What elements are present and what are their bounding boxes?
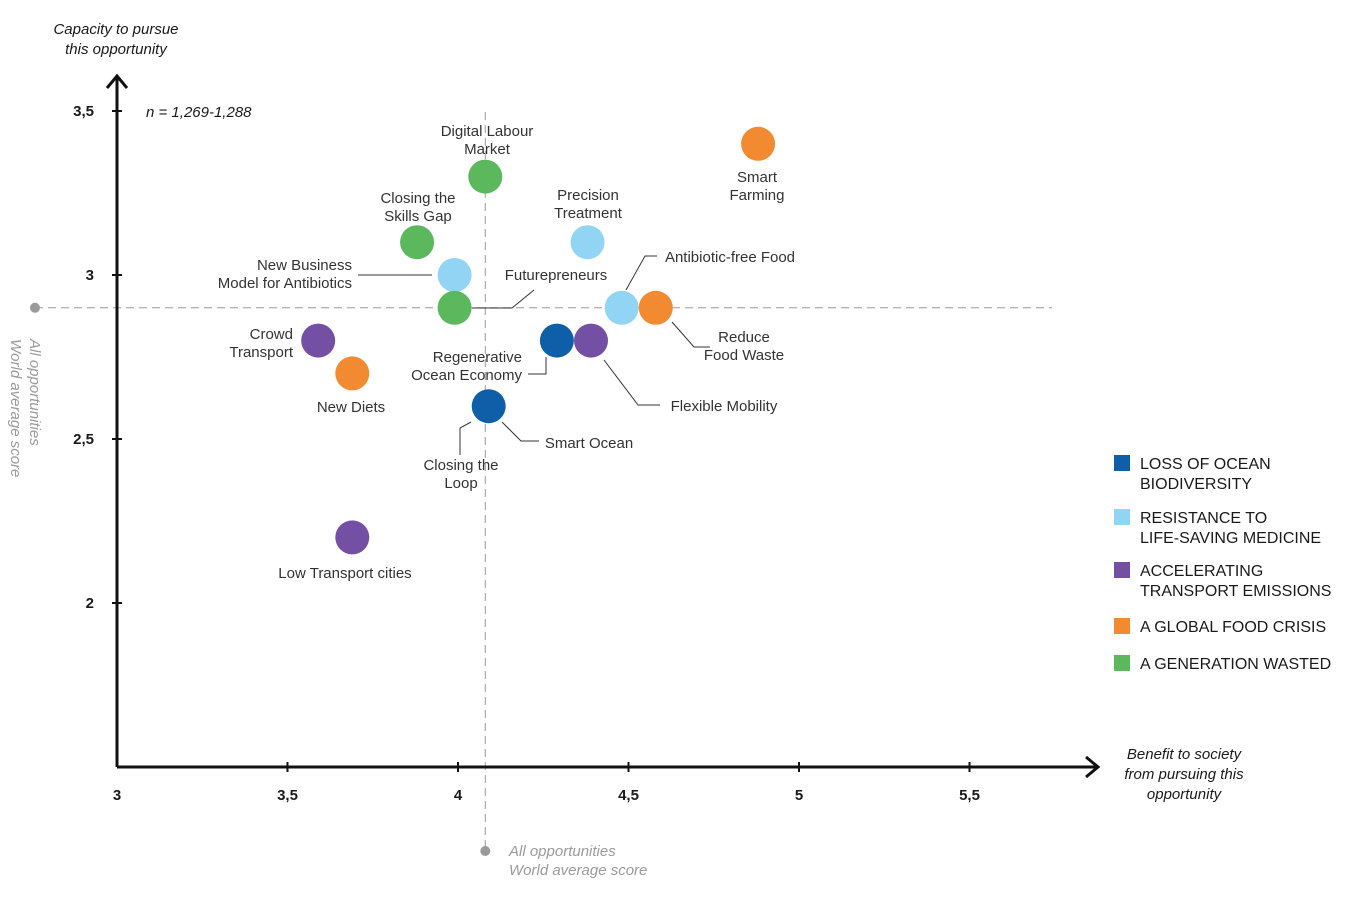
label-new-diets: New Diets xyxy=(317,399,385,416)
legend-label-ocean: LOSS OF OCEAN xyxy=(1140,456,1271,473)
label-regenerative-ocean-economy: Ocean Economy xyxy=(411,367,522,384)
x-axis-title: Benefit to society xyxy=(1127,746,1243,763)
legend-label-medicine: LIFE-SAVING MEDICINE xyxy=(1140,530,1321,547)
leader-smart-ocean xyxy=(501,421,539,442)
world-average-y-label-line: All opportunities xyxy=(26,338,43,446)
x-tick-label: 4,5 xyxy=(618,787,639,804)
legend-swatch-ocean xyxy=(1114,455,1130,471)
label-digital-labour-market: Market xyxy=(464,141,511,158)
label-antibiotic-free-food: Antibiotic-free Food xyxy=(665,249,795,266)
world-average-x-label: All opportunities xyxy=(508,843,616,860)
y-axis-title: Capacity to pursue xyxy=(53,21,178,38)
x-tick-label: 3,5 xyxy=(277,787,298,804)
point-digital-labour-market xyxy=(468,159,503,194)
point-antibiotic-free-food xyxy=(604,290,639,325)
legend: LOSS OF OCEAN BIODIVERSITY RESISTANCE TO LI… xyxy=(1114,455,1331,673)
legend-swatch-food xyxy=(1114,618,1130,634)
legend-swatch-generation xyxy=(1114,655,1130,671)
leader-reduce-food-waste xyxy=(671,321,710,348)
y-tick-label: 3 xyxy=(86,267,94,284)
leader-antibiotic-free-food xyxy=(625,255,657,291)
label-closing-the-skills-gap: Closing the xyxy=(380,190,455,207)
legend-label-medicine: RESISTANCE TO xyxy=(1140,510,1267,527)
legend-label-generation: A GENERATION WASTED xyxy=(1140,656,1331,673)
label-smart-farming: Farming xyxy=(729,187,784,204)
legend-label-transport: TRANSPORT EMISSIONS xyxy=(1140,583,1331,600)
axis-ticks: 3 3,5 4 4,5 5 5,5 2 2,5 3 3,5 xyxy=(73,103,980,804)
x-tick-label: 5,5 xyxy=(959,787,980,804)
label-low-transport-cities: Low Transport cities xyxy=(278,565,411,582)
leader-futurepreneurs xyxy=(472,289,535,309)
point-reduce-food-waste xyxy=(638,290,673,325)
x-axis-title: from pursuing this xyxy=(1124,766,1244,783)
legend-swatch-medicine xyxy=(1114,509,1130,525)
world-average-x-marker xyxy=(480,846,491,856)
legend-label-food: A GLOBAL FOOD CRISIS xyxy=(1140,619,1326,636)
y-axis-arrow xyxy=(105,73,129,89)
label-smart-ocean: Smart Ocean xyxy=(545,435,633,452)
y-tick-label: 3,5 xyxy=(73,103,94,120)
y-axis-title: this opportunity xyxy=(65,41,168,58)
legend-label-transport: ACCELERATING xyxy=(1140,563,1263,580)
world-average-y-marker xyxy=(30,302,40,313)
leader-closing-the-loop xyxy=(459,421,472,455)
point-closing-the-skills-gap xyxy=(400,225,435,260)
point-precision-treatment xyxy=(570,225,605,260)
label-new-business-model-for-antibiotics: New Business xyxy=(257,257,352,274)
world-average-y-label-line: World average score xyxy=(7,339,24,477)
legend-swatch-transport xyxy=(1114,562,1130,578)
data-points xyxy=(301,126,776,555)
label-smart-farming: Smart xyxy=(737,169,778,186)
sample-size-note: n = 1,269-1,288 xyxy=(146,104,252,121)
label-flexible-mobility: Flexible Mobility xyxy=(671,398,778,415)
point-new-diets xyxy=(335,356,370,391)
label-leader-lines xyxy=(358,255,710,455)
axes xyxy=(105,73,1101,779)
world-average-x-label: World average score xyxy=(509,862,647,879)
label-new-business-model-for-antibiotics: Model for Antibiotics xyxy=(218,275,352,292)
label-precision-treatment: Precision xyxy=(557,187,619,204)
label-crowd-transport: Crowd xyxy=(250,326,293,343)
label-crowd-transport: Transport xyxy=(229,344,293,361)
point-flexible-mobility xyxy=(573,323,608,358)
y-tick-label: 2 xyxy=(86,595,94,612)
point-futurepreneurs xyxy=(437,290,472,325)
label-reduce-food-waste: Food Waste xyxy=(704,347,784,364)
point-regenerative-ocean-economy xyxy=(539,323,574,358)
label-closing-the-loop: Closing the xyxy=(423,457,498,474)
legend-label-ocean: BIODIVERSITY xyxy=(1140,476,1252,493)
point-new-business-model-for-antibiotics xyxy=(437,258,472,292)
label-reduce-food-waste: Reduce xyxy=(718,329,770,346)
point-smart-ocean xyxy=(471,389,506,424)
x-axis-arrow xyxy=(1085,755,1101,779)
point-smart-farming xyxy=(741,126,776,161)
x-tick-label: 4 xyxy=(454,787,463,804)
label-regenerative-ocean-economy: Regenerative xyxy=(433,349,522,366)
x-tick-label: 5 xyxy=(795,787,803,804)
axis-titles: Capacity to pursue this opportunity Benefi… xyxy=(53,21,1244,803)
x-axis-title: opportunity xyxy=(1147,786,1223,803)
leader-flexible-mobility xyxy=(603,359,660,406)
label-closing-the-skills-gap: Skills Gap xyxy=(384,208,452,225)
x-tick-label: 3 xyxy=(113,787,121,804)
label-digital-labour-market: Digital Labour xyxy=(441,123,534,140)
point-low-transport-cities xyxy=(335,520,370,555)
leader-regenerative-ocean-economy xyxy=(528,357,547,375)
label-precision-treatment: Treatment xyxy=(554,205,623,222)
point-crowd-transport xyxy=(301,323,336,358)
label-futurepreneurs: Futurepreneurs xyxy=(505,267,608,284)
label-closing-the-loop: Loop xyxy=(444,475,477,492)
y-tick-label: 2,5 xyxy=(73,431,94,448)
